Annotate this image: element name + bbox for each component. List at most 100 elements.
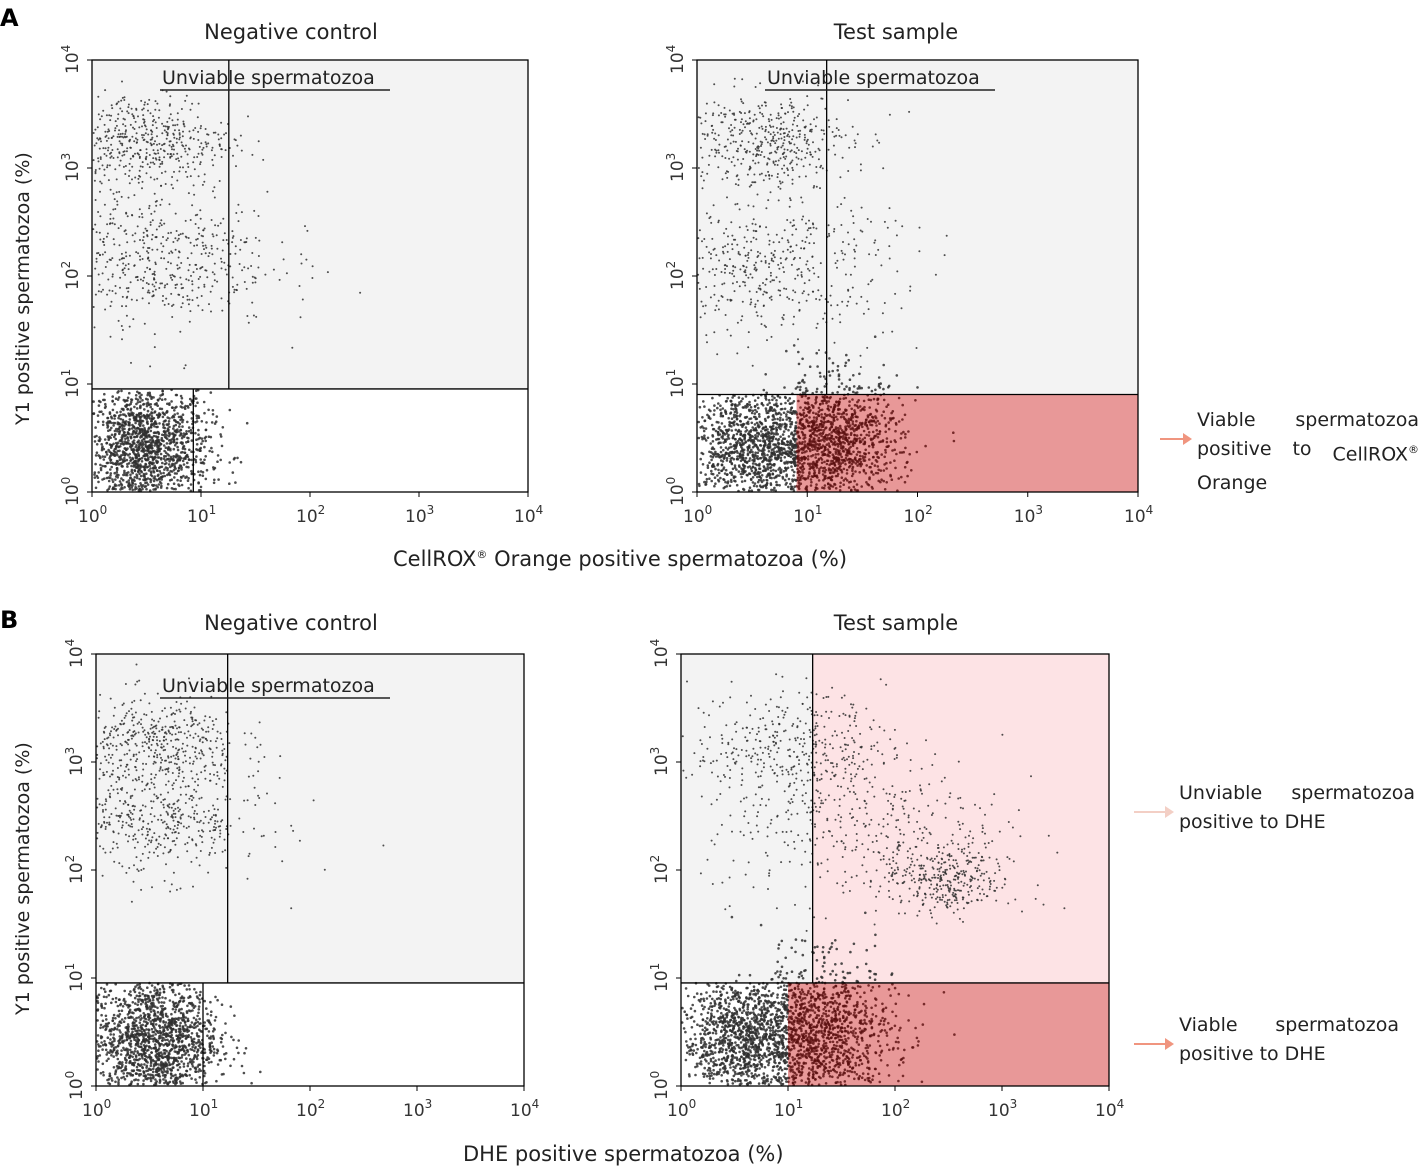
data-point bbox=[170, 155, 173, 158]
data-point bbox=[176, 421, 179, 424]
data-point bbox=[136, 470, 140, 474]
data-point bbox=[790, 465, 793, 468]
data-point bbox=[842, 467, 846, 471]
data-point bbox=[122, 165, 125, 168]
data-point bbox=[897, 420, 901, 423]
data-point bbox=[781, 181, 784, 184]
data-point bbox=[148, 268, 151, 271]
data-point bbox=[853, 429, 856, 433]
data-point bbox=[835, 127, 838, 130]
data-point bbox=[103, 244, 106, 246]
data-point bbox=[165, 486, 169, 490]
data-point bbox=[839, 462, 843, 466]
data-point bbox=[854, 146, 856, 149]
data-point bbox=[134, 427, 137, 430]
data-point bbox=[804, 136, 806, 139]
data-point bbox=[145, 466, 149, 469]
data-point bbox=[193, 193, 196, 196]
data-point bbox=[120, 477, 123, 480]
data-point bbox=[773, 452, 777, 456]
data-point bbox=[900, 432, 903, 435]
data-point bbox=[700, 435, 704, 439]
data-point bbox=[743, 479, 747, 483]
data-point bbox=[827, 482, 830, 486]
data-point bbox=[108, 258, 111, 261]
data-point bbox=[783, 386, 786, 389]
data-point bbox=[817, 276, 820, 278]
data-point bbox=[822, 396, 825, 399]
data-point bbox=[779, 294, 782, 297]
data-point bbox=[807, 267, 809, 270]
data-point bbox=[764, 395, 768, 398]
data-point bbox=[205, 143, 208, 146]
data-point bbox=[123, 153, 126, 156]
data-point bbox=[726, 298, 729, 301]
data-point bbox=[862, 399, 866, 403]
data-point bbox=[758, 425, 761, 428]
data-point bbox=[152, 157, 155, 160]
data-point bbox=[779, 416, 782, 420]
data-point bbox=[149, 473, 153, 477]
data-point bbox=[828, 374, 832, 377]
data-point bbox=[182, 432, 186, 435]
data-point bbox=[795, 484, 798, 488]
data-point bbox=[833, 471, 836, 474]
data-point bbox=[146, 291, 149, 294]
data-point bbox=[767, 157, 770, 160]
data-point bbox=[158, 449, 161, 453]
data-point bbox=[210, 310, 212, 313]
data-point bbox=[198, 473, 202, 477]
data-point bbox=[184, 364, 187, 367]
data-point bbox=[716, 437, 720, 441]
data-point bbox=[810, 454, 813, 458]
data-point bbox=[152, 470, 156, 474]
data-point bbox=[204, 244, 207, 247]
data-point bbox=[740, 118, 743, 121]
data-point bbox=[781, 107, 783, 109]
data-point bbox=[134, 397, 138, 401]
data-point bbox=[847, 358, 850, 362]
data-point bbox=[740, 98, 742, 101]
data-point bbox=[130, 486, 133, 489]
data-point bbox=[760, 151, 763, 153]
data-point bbox=[766, 162, 769, 165]
data-point bbox=[109, 222, 112, 225]
data-point bbox=[837, 373, 841, 376]
data-point bbox=[849, 458, 852, 461]
data-point bbox=[723, 232, 725, 235]
data-point bbox=[104, 308, 107, 311]
data-point bbox=[750, 249, 753, 252]
data-point bbox=[710, 148, 713, 151]
data-point bbox=[199, 458, 202, 461]
data-point bbox=[139, 443, 142, 447]
data-point bbox=[123, 118, 126, 121]
data-point bbox=[177, 415, 181, 419]
data-point bbox=[781, 144, 784, 147]
data-point bbox=[782, 152, 785, 155]
data-point bbox=[199, 446, 202, 450]
data-point bbox=[831, 369, 834, 373]
data-point bbox=[139, 420, 142, 423]
data-point bbox=[201, 183, 204, 186]
data-point bbox=[823, 484, 827, 487]
data-point bbox=[712, 128, 715, 131]
data-point bbox=[878, 141, 881, 144]
data-point bbox=[143, 242, 146, 245]
data-point bbox=[748, 450, 752, 454]
data-point bbox=[722, 448, 725, 452]
data-point bbox=[300, 253, 303, 256]
data-point bbox=[795, 152, 798, 155]
data-point bbox=[178, 464, 182, 467]
data-point bbox=[133, 117, 136, 120]
data-point bbox=[712, 112, 715, 115]
data-point bbox=[758, 420, 762, 424]
data-point bbox=[134, 445, 137, 449]
data-point bbox=[107, 149, 109, 152]
data-point bbox=[181, 413, 185, 417]
data-point bbox=[749, 429, 753, 432]
data-point bbox=[161, 475, 165, 478]
data-point bbox=[121, 434, 124, 437]
data-point bbox=[775, 139, 778, 142]
data-point bbox=[183, 367, 186, 370]
data-point bbox=[713, 484, 716, 488]
